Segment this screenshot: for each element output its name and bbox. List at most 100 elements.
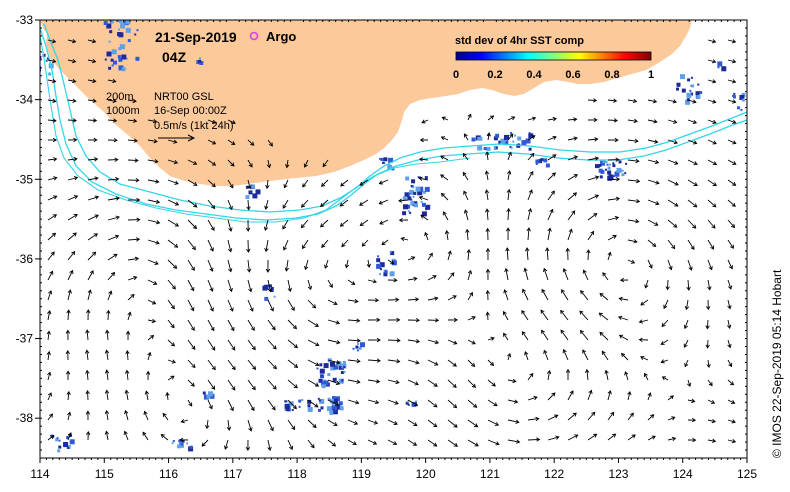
sst-pixel xyxy=(332,396,335,399)
current-vector xyxy=(583,270,589,281)
current-vector-head xyxy=(711,224,716,229)
current-vector xyxy=(447,339,457,345)
current-vector-head xyxy=(712,182,717,187)
sst-pixel xyxy=(125,20,131,25)
current-vector xyxy=(443,211,449,221)
current-vector-head xyxy=(571,210,576,215)
current-vector xyxy=(463,153,469,161)
sst-pixel xyxy=(202,391,206,395)
current-vector xyxy=(707,79,716,83)
current-vector-head xyxy=(631,434,636,439)
current-vector xyxy=(541,289,549,301)
sst-pixel xyxy=(113,60,117,65)
current-vector-head xyxy=(688,266,693,271)
current-vector xyxy=(47,392,52,401)
sst-pixel xyxy=(108,40,111,43)
current-vector-head xyxy=(228,287,233,293)
current-vector-head xyxy=(356,318,361,323)
sst-pixel xyxy=(103,0,107,4)
x-tick-label: 117 xyxy=(223,467,242,481)
sst-pixel xyxy=(412,195,415,198)
current-vector-head xyxy=(650,414,655,419)
sst-pixel xyxy=(380,158,384,161)
current-vector-head xyxy=(356,358,361,364)
current-vector xyxy=(647,99,657,103)
current-vector-head xyxy=(493,402,498,407)
current-vector-head xyxy=(396,317,401,323)
current-vector-head xyxy=(336,340,341,345)
sst-pixel xyxy=(45,59,48,62)
current-vector-head xyxy=(211,140,217,145)
current-vector xyxy=(307,439,315,448)
current-vector-head xyxy=(610,411,615,416)
current-vector xyxy=(507,116,515,121)
current-vector xyxy=(602,272,609,281)
current-vector xyxy=(567,434,578,441)
current-vector xyxy=(524,268,529,281)
current-vector xyxy=(367,279,377,283)
current-vector xyxy=(647,219,659,226)
current-vector xyxy=(647,414,655,421)
current-vector-head xyxy=(271,406,276,411)
colorbar-tick-label: 0.6 xyxy=(565,69,580,81)
current-vector xyxy=(327,439,336,447)
current-vector xyxy=(599,312,609,321)
current-vector-head xyxy=(359,181,364,186)
current-vector xyxy=(586,369,589,381)
current-vector-head xyxy=(265,268,271,273)
current-vector-head xyxy=(134,256,140,262)
current-vector xyxy=(287,359,298,368)
current-vector xyxy=(327,319,340,324)
current-vector-head xyxy=(302,183,307,188)
current-vector-head xyxy=(411,256,416,261)
current-vector xyxy=(662,376,669,381)
current-vector-head xyxy=(92,58,97,64)
current-vector xyxy=(727,359,732,367)
current-vector xyxy=(106,390,109,401)
current-vector xyxy=(207,199,215,209)
current-vector-head xyxy=(152,118,158,124)
current-vector xyxy=(347,319,360,322)
sst-pixel xyxy=(301,399,304,401)
current-vector xyxy=(467,316,476,321)
current-vector xyxy=(304,159,309,168)
current-vector-head xyxy=(654,221,659,226)
current-vector-head xyxy=(731,79,737,84)
current-vector xyxy=(487,115,494,121)
current-vector xyxy=(327,299,338,305)
current-vector xyxy=(727,199,736,207)
current-vector xyxy=(707,139,717,145)
y-tick-label: -35 xyxy=(16,172,34,186)
current-vector-head xyxy=(565,247,570,252)
current-vector-head xyxy=(572,412,577,417)
current-vector xyxy=(707,59,716,63)
current-vector xyxy=(322,159,329,167)
current-vector xyxy=(707,119,717,124)
current-vector-head xyxy=(246,206,251,211)
current-vector-head xyxy=(67,432,72,437)
current-vector-head xyxy=(85,329,90,334)
current-vector xyxy=(647,259,653,269)
sst-pixel xyxy=(477,145,483,151)
sst-pixel xyxy=(425,204,431,210)
current-vector xyxy=(687,379,691,387)
current-vector-head xyxy=(692,99,697,104)
current-vector-head xyxy=(546,369,552,375)
current-vector xyxy=(647,239,656,247)
current-vector-head xyxy=(92,98,97,103)
current-vector xyxy=(341,239,349,247)
current-vector xyxy=(67,119,77,122)
current-vector xyxy=(47,177,57,181)
current-vector-head xyxy=(267,288,273,293)
current-vector-head xyxy=(130,294,135,299)
current-vector xyxy=(307,279,312,290)
current-vector-head xyxy=(65,329,71,334)
current-vector-head xyxy=(652,99,658,104)
current-vector xyxy=(727,419,736,423)
current-vector xyxy=(663,299,669,309)
current-vector xyxy=(707,199,717,208)
sst-pixel xyxy=(388,163,391,166)
sst-pixel xyxy=(478,136,483,141)
current-vector xyxy=(707,159,717,165)
sst-pixel xyxy=(109,30,113,34)
